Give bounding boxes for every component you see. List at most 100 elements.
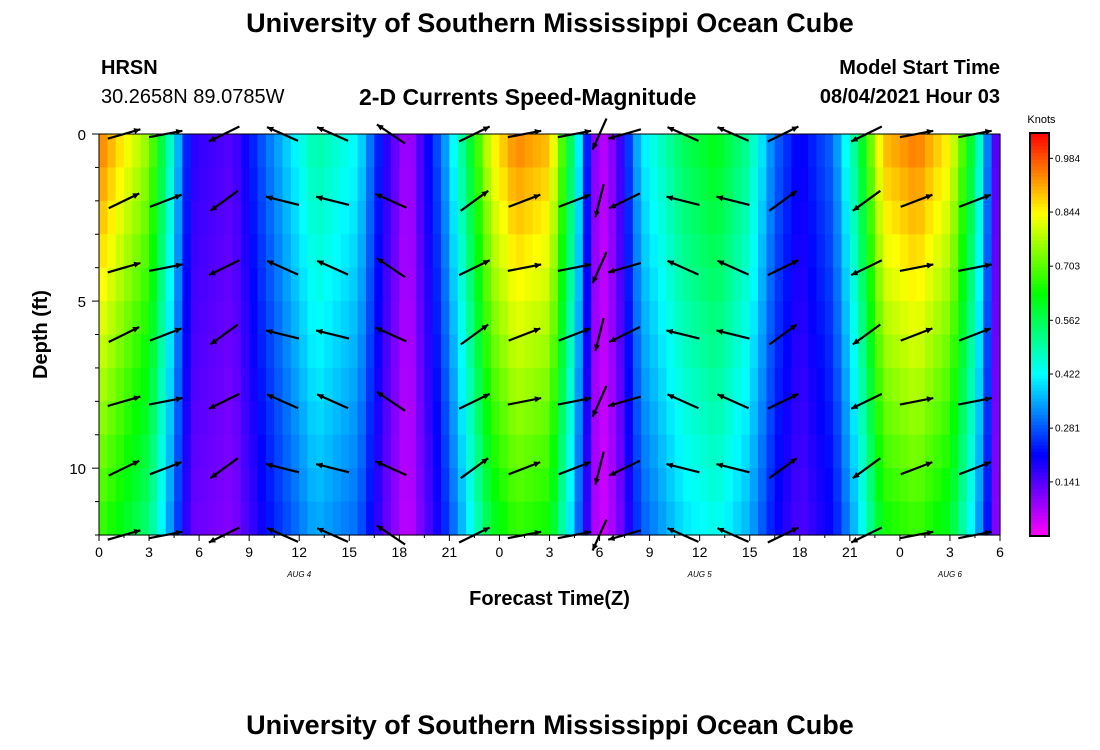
heatmap-cell <box>908 401 918 436</box>
heatmap-cell <box>958 367 968 402</box>
heatmap-cell <box>899 367 909 402</box>
heatmap-cell <box>624 401 634 436</box>
heatmap-cell <box>666 267 676 302</box>
heatmap-cell <box>607 200 617 235</box>
heatmap-cell <box>190 434 200 469</box>
heatmap-cell <box>407 434 417 469</box>
heatmap-cell <box>657 134 667 169</box>
heatmap-cell <box>499 401 509 436</box>
heatmap-cell <box>699 434 709 469</box>
heatmap-cell <box>858 301 868 336</box>
heatmap-cell <box>499 167 509 202</box>
colorbar-swatch <box>1030 287 1049 292</box>
heatmap-cell <box>541 367 551 402</box>
heatmap-cell <box>99 434 108 469</box>
heatmap-cell <box>758 167 767 202</box>
colorbar-swatch <box>1030 522 1049 527</box>
heatmap-cell <box>524 401 534 436</box>
heatmap-cell <box>107 401 117 436</box>
heatmap-cell <box>399 501 409 536</box>
heatmap-cell <box>649 401 659 436</box>
heatmap-cell <box>332 267 342 302</box>
heatmap-cell <box>491 200 501 235</box>
heatmap-cell <box>507 334 517 369</box>
heatmap-cell <box>340 134 350 169</box>
colorbar-swatch <box>1030 314 1049 319</box>
heatmap-cell <box>224 234 234 269</box>
heatmap-cell <box>983 234 993 269</box>
heatmap-cell <box>340 334 350 369</box>
heatmap-cell <box>315 468 325 503</box>
heatmap-cell <box>232 334 242 369</box>
colorbar-swatch <box>1030 240 1049 245</box>
heatmap-cell <box>382 501 392 536</box>
heatmap-cell <box>307 501 317 536</box>
heatmap-cell <box>232 401 242 436</box>
heatmap-cell <box>399 434 409 469</box>
colorbar-swatch <box>1030 277 1049 282</box>
heatmap-cell <box>232 200 242 235</box>
heatmap-cell <box>107 200 117 235</box>
heatmap-cell <box>491 167 501 202</box>
heatmap-cell <box>282 267 292 302</box>
heatmap-cell <box>557 134 567 169</box>
x-tick-label: 3 <box>946 544 954 560</box>
heatmap-cell <box>824 200 834 235</box>
heatmap-cell <box>174 334 184 369</box>
heatmap-cell <box>991 301 1001 336</box>
heatmap-cell <box>307 468 317 503</box>
heatmap-cell <box>265 468 275 503</box>
heatmap-cell <box>791 301 801 336</box>
colorbar-swatch <box>1030 384 1049 389</box>
heatmap-cell <box>858 468 868 503</box>
heatmap-cell <box>257 334 267 369</box>
heatmap-cell <box>549 167 559 202</box>
colorbar-swatch <box>1030 263 1049 268</box>
heatmap-cell <box>666 501 676 536</box>
heatmap-cell <box>866 167 876 202</box>
heatmap-cell <box>908 367 918 402</box>
heatmap-cell <box>407 301 417 336</box>
heatmap-cell <box>365 334 375 369</box>
heatmap-cell <box>332 468 342 503</box>
heatmap-cell <box>783 267 793 302</box>
heatmap-cell <box>891 434 901 469</box>
heatmap-cell <box>207 468 217 503</box>
heatmap-cell <box>916 301 926 336</box>
heatmap-cell <box>224 334 234 369</box>
heatmap-cell <box>332 401 342 436</box>
colorbar-swatch <box>1030 139 1049 144</box>
heatmap-cell <box>149 301 158 336</box>
heatmap-cell <box>883 401 893 436</box>
colorbar-swatch <box>1030 425 1049 430</box>
heatmap-cell <box>607 501 617 536</box>
heatmap-cell <box>849 167 859 202</box>
heatmap-cell <box>924 434 934 469</box>
heatmap-cell <box>783 367 793 402</box>
heatmap-cell <box>257 267 267 302</box>
heatmap-cell <box>983 468 993 503</box>
heatmap-cell <box>265 434 275 469</box>
heatmap-cell <box>507 267 517 302</box>
heatmap-cell <box>324 167 334 202</box>
heatmap-cell <box>357 200 367 235</box>
heatmap-cell <box>933 167 943 202</box>
heatmap-cell <box>157 401 167 436</box>
heatmap-cell <box>441 134 450 169</box>
heatmap-cell <box>290 234 300 269</box>
heatmap-cell <box>149 501 158 536</box>
colorbar-swatch <box>1030 378 1049 383</box>
heatmap-cell <box>566 501 576 536</box>
colorbar-swatch <box>1030 274 1049 279</box>
heatmap-cell <box>858 367 868 402</box>
heatmap-cell <box>382 134 392 169</box>
heatmap-cell <box>115 468 125 503</box>
heatmap-cell <box>224 301 234 336</box>
heatmap-cell <box>115 501 125 536</box>
page-title-top: University of Southern Mississippi Ocean… <box>246 8 854 38</box>
heatmap-cell <box>182 267 192 302</box>
heatmap-cell <box>340 200 350 235</box>
heatmap-cell <box>482 301 492 336</box>
heatmap-cell <box>474 401 484 436</box>
x-tick-label: 0 <box>95 544 103 560</box>
